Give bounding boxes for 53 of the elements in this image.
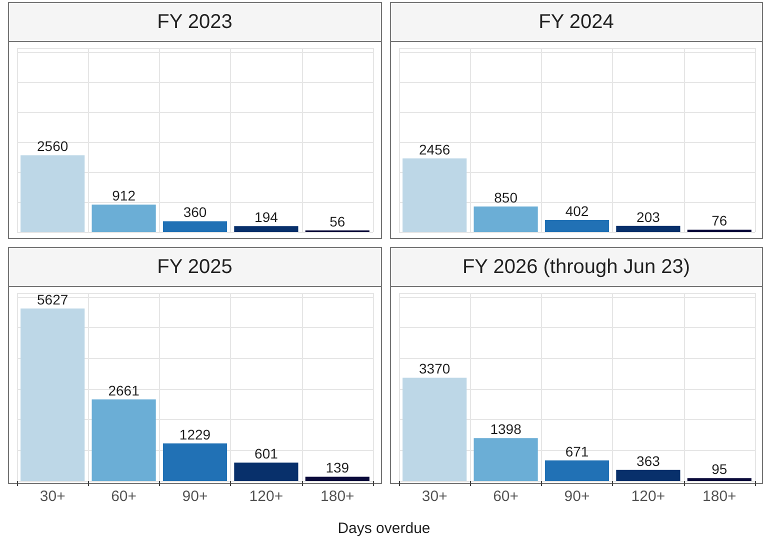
- data-label: 2661: [108, 382, 140, 398]
- x-tick-label: 60+: [492, 488, 518, 505]
- bar: [92, 204, 156, 232]
- x-tick-label: 90+: [564, 488, 590, 505]
- bar: [234, 226, 298, 232]
- data-label: 139: [326, 460, 350, 476]
- chart-title: FY 2024: [390, 2, 763, 42]
- data-label: 402: [564, 202, 588, 219]
- bar: [473, 206, 538, 232]
- data-label: 671: [564, 443, 588, 460]
- data-label: 95: [711, 461, 727, 478]
- chart-title: FY 2023: [8, 2, 382, 42]
- bar: [162, 221, 228, 232]
- data-label: 5627: [37, 292, 68, 308]
- bar: [544, 460, 609, 481]
- x-axis-title: Days overdue: [338, 520, 430, 537]
- bar: [616, 226, 680, 232]
- data-label: 912: [112, 188, 136, 204]
- bar: [305, 476, 370, 481]
- bar: [162, 443, 228, 481]
- data-label: 76: [711, 212, 727, 229]
- data-label: 360: [183, 204, 207, 220]
- data-label: 601: [254, 446, 278, 462]
- x-tick-label: 180+: [320, 488, 355, 505]
- bar: [20, 155, 85, 232]
- bar: [20, 308, 85, 481]
- x-tick-label: 30+: [40, 488, 66, 505]
- data-label: 3370: [418, 360, 450, 377]
- chart-title: FY 2025: [8, 247, 382, 287]
- x-tick-label: 60+: [111, 488, 137, 505]
- bar: [402, 378, 466, 481]
- bar: [686, 478, 751, 481]
- x-tick-label: 120+: [249, 488, 284, 505]
- x-tick-label: 180+: [702, 488, 736, 505]
- x-tick-label: 90+: [182, 488, 208, 505]
- bar: [616, 470, 680, 481]
- data-label: 1229: [179, 426, 211, 442]
- bar: [234, 462, 298, 481]
- data-label: 56: [330, 213, 346, 230]
- data-label: 1398: [490, 421, 522, 438]
- data-label: 203: [636, 208, 660, 225]
- bar: [402, 158, 466, 232]
- chart-title: FY 2026 (through Jun 23): [390, 247, 763, 287]
- data-label: 363: [636, 452, 660, 469]
- data-label: 194: [254, 209, 278, 226]
- bar: [473, 438, 538, 481]
- data-label: 2560: [37, 138, 68, 154]
- data-label: 850: [494, 190, 518, 206]
- bar: [92, 399, 156, 481]
- bar: [544, 220, 609, 232]
- x-tick-label: 120+: [630, 488, 665, 505]
- x-tick-label: 30+: [421, 488, 448, 505]
- data-label: 2456: [418, 141, 450, 158]
